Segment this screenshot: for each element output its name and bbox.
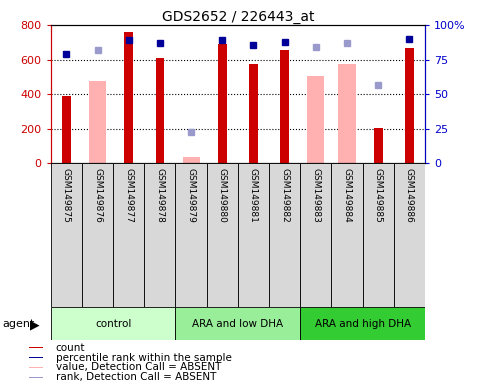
- Bar: [331, 163, 363, 307]
- Bar: [300, 163, 331, 307]
- Bar: [144, 163, 175, 307]
- Bar: [307, 76, 325, 163]
- Bar: [183, 157, 199, 163]
- Bar: [238, 163, 269, 307]
- Text: value, Detection Call = ABSENT: value, Detection Call = ABSENT: [56, 362, 221, 372]
- Bar: [29, 377, 43, 378]
- Bar: [300, 307, 425, 340]
- Text: GSM149876: GSM149876: [93, 167, 102, 222]
- Bar: [363, 163, 394, 307]
- Bar: [207, 163, 238, 307]
- Bar: [89, 81, 106, 163]
- Text: count: count: [56, 343, 85, 353]
- Text: GSM149883: GSM149883: [312, 167, 320, 222]
- Text: ARA and high DHA: ARA and high DHA: [314, 318, 411, 329]
- Text: GSM149884: GSM149884: [342, 167, 352, 222]
- Bar: [82, 163, 113, 307]
- Text: ▶: ▶: [30, 318, 40, 331]
- Bar: [62, 96, 71, 163]
- Text: GSM149881: GSM149881: [249, 167, 258, 222]
- Bar: [29, 347, 43, 348]
- Bar: [51, 307, 175, 340]
- Text: control: control: [95, 318, 131, 329]
- Bar: [156, 58, 164, 163]
- Text: rank, Detection Call = ABSENT: rank, Detection Call = ABSENT: [56, 372, 216, 382]
- Bar: [124, 32, 133, 163]
- Bar: [29, 367, 43, 368]
- Text: GSM149875: GSM149875: [62, 167, 71, 222]
- Text: GSM149877: GSM149877: [124, 167, 133, 222]
- Bar: [339, 64, 355, 163]
- Bar: [175, 307, 300, 340]
- Bar: [394, 163, 425, 307]
- Text: GSM149878: GSM149878: [156, 167, 164, 222]
- Bar: [280, 50, 289, 163]
- Bar: [405, 48, 414, 163]
- Bar: [175, 163, 207, 307]
- Text: percentile rank within the sample: percentile rank within the sample: [56, 353, 231, 362]
- Bar: [218, 44, 227, 163]
- Text: GSM149879: GSM149879: [186, 167, 196, 222]
- Text: GSM149886: GSM149886: [405, 167, 414, 222]
- Bar: [269, 163, 300, 307]
- Text: GSM149885: GSM149885: [374, 167, 383, 222]
- Bar: [113, 163, 144, 307]
- Bar: [29, 357, 43, 358]
- Text: agent: agent: [2, 319, 35, 329]
- Bar: [249, 65, 258, 163]
- Text: GSM149882: GSM149882: [280, 167, 289, 222]
- Bar: [374, 128, 383, 163]
- Text: ARA and low DHA: ARA and low DHA: [192, 318, 284, 329]
- Title: GDS2652 / 226443_at: GDS2652 / 226443_at: [162, 10, 314, 24]
- Text: GSM149880: GSM149880: [218, 167, 227, 222]
- Bar: [51, 163, 82, 307]
